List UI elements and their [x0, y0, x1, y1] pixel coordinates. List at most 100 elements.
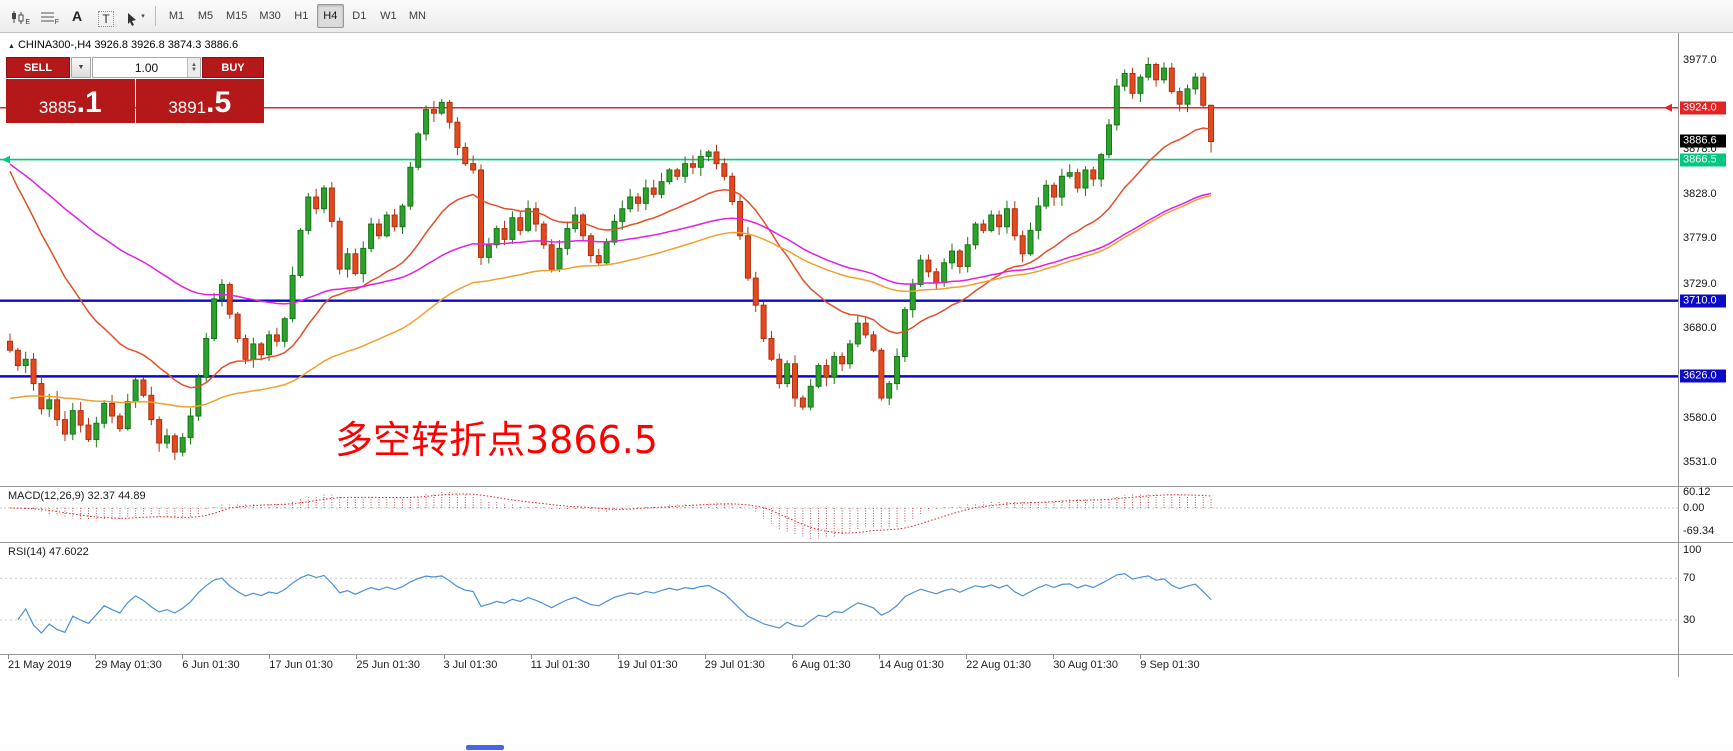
- symbol-ohlc-label: ▲ CHINA300-,H4 3926.8 3926.8 3874.3 3886.…: [8, 39, 238, 51]
- cursor-tool-button[interactable]: ▾: [122, 4, 148, 28]
- time-label: 11 Jul 01:30: [530, 659, 590, 671]
- candlestick-chart-icon: [12, 11, 24, 24]
- text-label-tool-button[interactable]: A: [64, 4, 90, 28]
- spin-down-icon[interactable]: ▼: [191, 66, 197, 73]
- one-click-trade-panel: SELL ▼ ▲ ▼ BUY 3885.1 3891.5: [6, 57, 264, 123]
- rsi-value: 47.6022: [48, 546, 89, 558]
- time-tick: [1140, 655, 1142, 659]
- scrollbar-thumb[interactable]: [466, 745, 504, 750]
- time-label: 29 Jul 01:30: [704, 659, 765, 671]
- axis-label: 100: [1683, 544, 1702, 556]
- volume-dropdown-button[interactable]: ▼: [71, 57, 91, 78]
- time-tick: [791, 655, 793, 659]
- axis-label: 60.12: [1683, 487, 1711, 498]
- sell-button[interactable]: SELL: [6, 57, 70, 78]
- buy-price-frac: .5: [206, 86, 232, 119]
- text-box-tool-button[interactable]: T: [93, 4, 119, 28]
- time-tick: [704, 655, 706, 659]
- time-label: 21 May 2019: [8, 659, 72, 671]
- buy-price-main: 3891: [168, 98, 207, 117]
- axis-label: 3828.0: [1683, 188, 1717, 201]
- time-tick: [356, 655, 358, 659]
- timeframe-h4[interactable]: H4: [316, 4, 344, 28]
- timeframe-m30[interactable]: M30: [254, 4, 285, 28]
- trade-controls-row: SELL ▼ ▲ ▼ BUY: [6, 57, 264, 78]
- price-badge: 3924.0: [1680, 101, 1726, 115]
- time-label: 17 Jun 01:30: [269, 659, 333, 671]
- rsi-chart: [0, 572, 1678, 634]
- axis-label: 3580.0: [1683, 411, 1717, 424]
- toolbar-separator: [155, 6, 156, 26]
- time-label: 19 Jul 01:30: [617, 659, 678, 671]
- time-label: 22 Aug 01:30: [966, 659, 1031, 671]
- chart-annotation-text: 多空转折点3866.5: [335, 418, 658, 462]
- volume-field: ▲ ▼: [92, 57, 201, 78]
- cursor-arrow-icon: [128, 13, 137, 26]
- macd-name: MACD(12,26,9): [8, 490, 85, 502]
- time-tick: [617, 655, 619, 659]
- trade-prices-row: 3885.1 3891.5: [6, 79, 264, 123]
- macd-axis: 60.12 0.00 -69.34: [1678, 487, 1733, 542]
- axis-label: 30: [1683, 614, 1696, 626]
- price-badge: 3886.6: [1680, 134, 1726, 148]
- timeframe-mn[interactable]: MN: [404, 4, 431, 28]
- volume-spinner[interactable]: ▲ ▼: [187, 58, 200, 77]
- drawing-tools-group: E F A T ▾: [6, 4, 148, 28]
- volume-input[interactable]: [93, 58, 200, 77]
- time-label: 25 Jun 01:30: [356, 659, 421, 671]
- sell-price-frac: .1: [76, 86, 102, 119]
- timeframe-m1[interactable]: M1: [163, 4, 190, 28]
- rsi-axis: 100 70 30: [1678, 543, 1733, 654]
- timeframe-m5[interactable]: M5: [192, 4, 219, 28]
- axis-label: 3680.0: [1683, 321, 1717, 334]
- time-tick: [443, 655, 445, 659]
- buy-price[interactable]: 3891.5: [135, 79, 264, 123]
- icon-sub-label: E: [25, 19, 30, 26]
- axis-label: 3977.0: [1683, 54, 1717, 66]
- axis-label: -69.34: [1683, 525, 1715, 537]
- price-axis: 3977.0 3878.0 3828.0 3779.0 3729.0 3680.0 3580…: [1678, 33, 1733, 486]
- axis-label: 3729.0: [1683, 277, 1717, 290]
- candlestick-chart[interactable]: [0, 33, 1678, 486]
- candlestick-chart-icon-button[interactable]: E: [6, 4, 32, 28]
- main-toolbar: E F A T ▾ M1 M5 M15: [0, 0, 1733, 33]
- price-badge: 3710.0: [1680, 294, 1726, 308]
- timeframe-d1[interactable]: D1: [346, 4, 373, 28]
- timeframe-group: M1 M5 M15 M30 H1 H4 D1 W1 MN: [163, 4, 431, 28]
- symbol-ohlc-text: CHINA300-,H4 3926.8 3926.8 3874.3 3886.6: [17, 39, 239, 51]
- horizontal-scrollbar[interactable]: [0, 745, 1733, 751]
- timeframe-m15[interactable]: M15: [221, 4, 252, 28]
- main-chart-panel[interactable]: 3977.0 3878.0 3828.0 3779.0 3729.0 3680.0 3580…: [0, 33, 1733, 487]
- time-label: 30 Aug 01:30: [1053, 659, 1119, 671]
- macd-values: 32.37 44.89: [87, 490, 146, 502]
- time-axis[interactable]: 21 May 2019 29 May 01:30 6 Jun 01:30 17 Jun…: [0, 655, 1733, 677]
- sell-price[interactable]: 3885.1: [6, 79, 135, 123]
- time-tick: [966, 655, 968, 659]
- rsi-label: RSI(14) 47.6022: [8, 546, 89, 558]
- time-tick: [879, 655, 880, 659]
- time-label: 6 Jun 01:30: [182, 659, 240, 671]
- timeframe-w1[interactable]: W1: [375, 4, 402, 28]
- rsi-panel[interactable]: 100 70 30 RSI(14) 47.6022: [0, 543, 1733, 655]
- macd-chart: [0, 492, 1678, 539]
- axis-label: 3531.0: [1683, 456, 1717, 468]
- time-tick: [182, 655, 184, 659]
- chevron-down-icon: ▼: [77, 64, 85, 71]
- time-label: 3 Jul 01:30: [443, 659, 498, 671]
- time-tick: [269, 655, 271, 659]
- macd-label: MACD(12,26,9) 32.37 44.89: [8, 490, 146, 502]
- buy-button[interactable]: BUY: [202, 57, 264, 78]
- macd-panel[interactable]: 60.12 0.00 -69.34 MACD(12,26,9) 32.37 44.8…: [0, 487, 1733, 543]
- bottom-blank-area: [0, 677, 1733, 745]
- time-axis-corner: [1678, 655, 1733, 677]
- timeframe-h1[interactable]: H1: [288, 4, 315, 28]
- text-box-icon: T: [98, 11, 114, 27]
- time-tick: [95, 655, 97, 659]
- axis-label: 3779.0: [1683, 232, 1717, 245]
- indicator-list-icon-button[interactable]: F: [35, 4, 61, 28]
- collapse-triangle-icon[interactable]: ▲: [8, 43, 15, 50]
- time-tick: [1053, 655, 1055, 659]
- time-tick: [8, 655, 9, 659]
- spin-up-icon[interactable]: ▲: [191, 61, 197, 68]
